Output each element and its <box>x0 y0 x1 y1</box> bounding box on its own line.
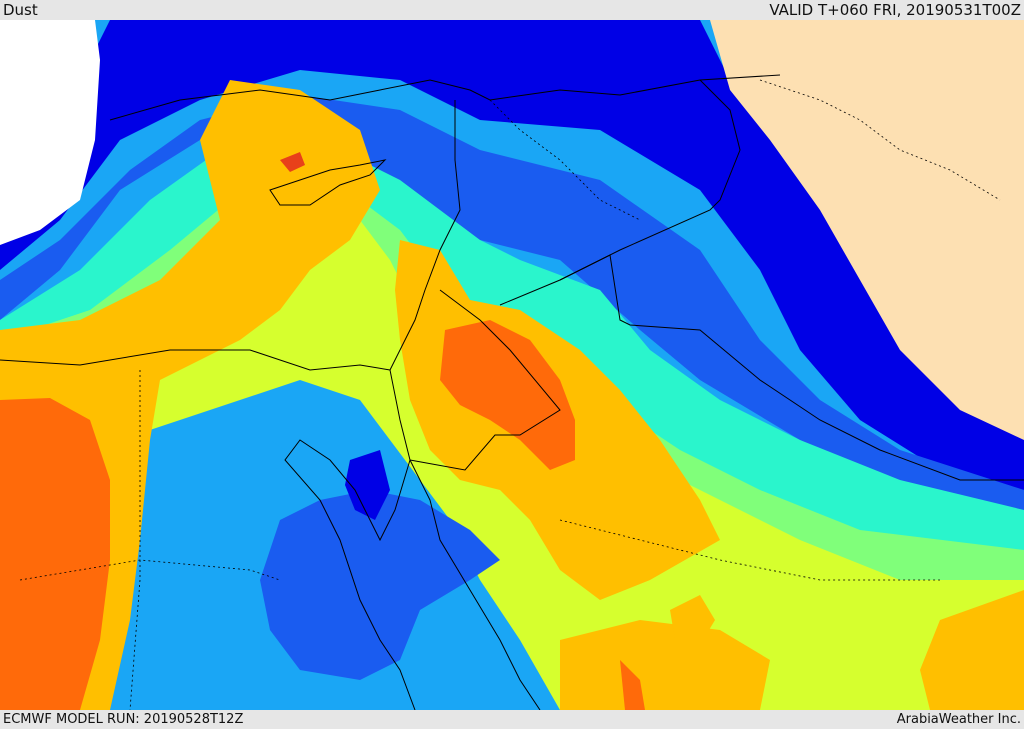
low-band-north <box>0 95 1024 520</box>
cyprus-outline <box>269 159 387 206</box>
levant-coastline <box>389 100 461 371</box>
iran-internal-borders <box>759 79 1001 201</box>
model-run-label: ECMWF MODEL RUN: 20190528T12Z <box>3 712 244 727</box>
unshaded-land-northeast <box>710 20 1024 440</box>
high-patch-saudi <box>670 595 715 645</box>
jordan-saudi-border <box>409 289 561 471</box>
header-bar: Dust VALID T+060 FRI, 20190531T00Z <box>0 0 1024 20</box>
very-low-patch-sinai <box>345 450 390 520</box>
country-borders <box>0 74 1024 710</box>
iraq-iran-border <box>559 79 741 281</box>
regional-borders <box>19 79 1001 710</box>
turkey-coastline <box>109 74 781 121</box>
low-patch-nile <box>230 440 300 510</box>
unshaded-sea-northwest <box>0 20 100 245</box>
high-area-south <box>560 620 770 710</box>
very-high-patch-south <box>620 660 645 710</box>
valid-time-label: VALID T+060 FRI, 20190531T00Z <box>769 1 1021 19</box>
saudi-internal-border <box>559 519 940 581</box>
egypt-coastline <box>0 349 391 371</box>
sinai-red-sea-coast <box>284 369 416 710</box>
egypt-sudan-border <box>19 559 281 581</box>
very-high-area-west <box>0 398 110 710</box>
low-area-red-sea <box>260 490 500 680</box>
product-title: Dust <box>3 1 38 19</box>
footer-bar: ECMWF MODEL RUN: 20190528T12Z ArabiaWeat… <box>0 710 1024 729</box>
saudi-red-sea-coast <box>409 459 541 710</box>
egypt-libya-border <box>129 370 141 710</box>
dust-concentration-map <box>0 20 1024 710</box>
high-area-southeast <box>920 590 1024 710</box>
credit-label: ArabiaWeather Inc. <box>896 712 1021 727</box>
very-high-area-jordan <box>440 320 575 470</box>
very-high-patch-cyprus <box>280 152 305 172</box>
